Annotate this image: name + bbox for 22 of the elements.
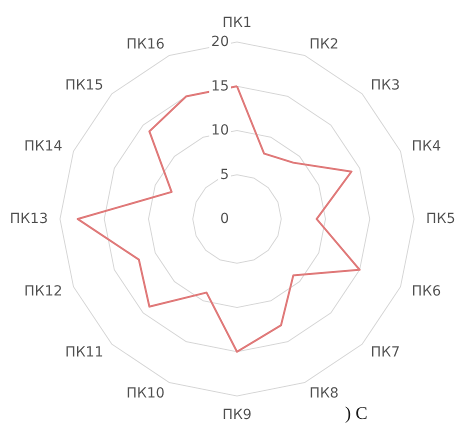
spoke-label: ПК7 — [370, 344, 400, 361]
spoke-label: ПК8 — [309, 386, 339, 402]
spoke-label: ПК4 — [412, 138, 442, 155]
y-tick-label: 10 — [211, 122, 229, 138]
spoke-label: ПК9 — [222, 407, 252, 423]
spoke-label: ПК2 — [309, 36, 339, 52]
spoke-label: ПК15 — [65, 77, 104, 94]
spoke-label: ПК1 — [222, 15, 252, 31]
spoke-label: ПК6 — [412, 283, 442, 300]
spoke-label: ПК14 — [24, 138, 62, 155]
y-tick-label: 5 — [220, 166, 229, 183]
y-tick-label: 15 — [211, 78, 229, 94]
spoke-label: ПК3 — [370, 77, 400, 94]
spoke-label: ПК11 — [65, 344, 104, 361]
spoke-label: ПК13 — [10, 211, 48, 227]
text: ) С — [345, 403, 368, 423]
spoke-label: ПК10 — [126, 386, 165, 402]
spoke-label: ПК5 — [426, 211, 456, 227]
spoke-label: ПК12 — [24, 283, 62, 300]
spoke-label: ПК16 — [126, 36, 165, 52]
y-tick-label: 0 — [220, 211, 229, 227]
y-tick-label: 20 — [211, 34, 229, 50]
